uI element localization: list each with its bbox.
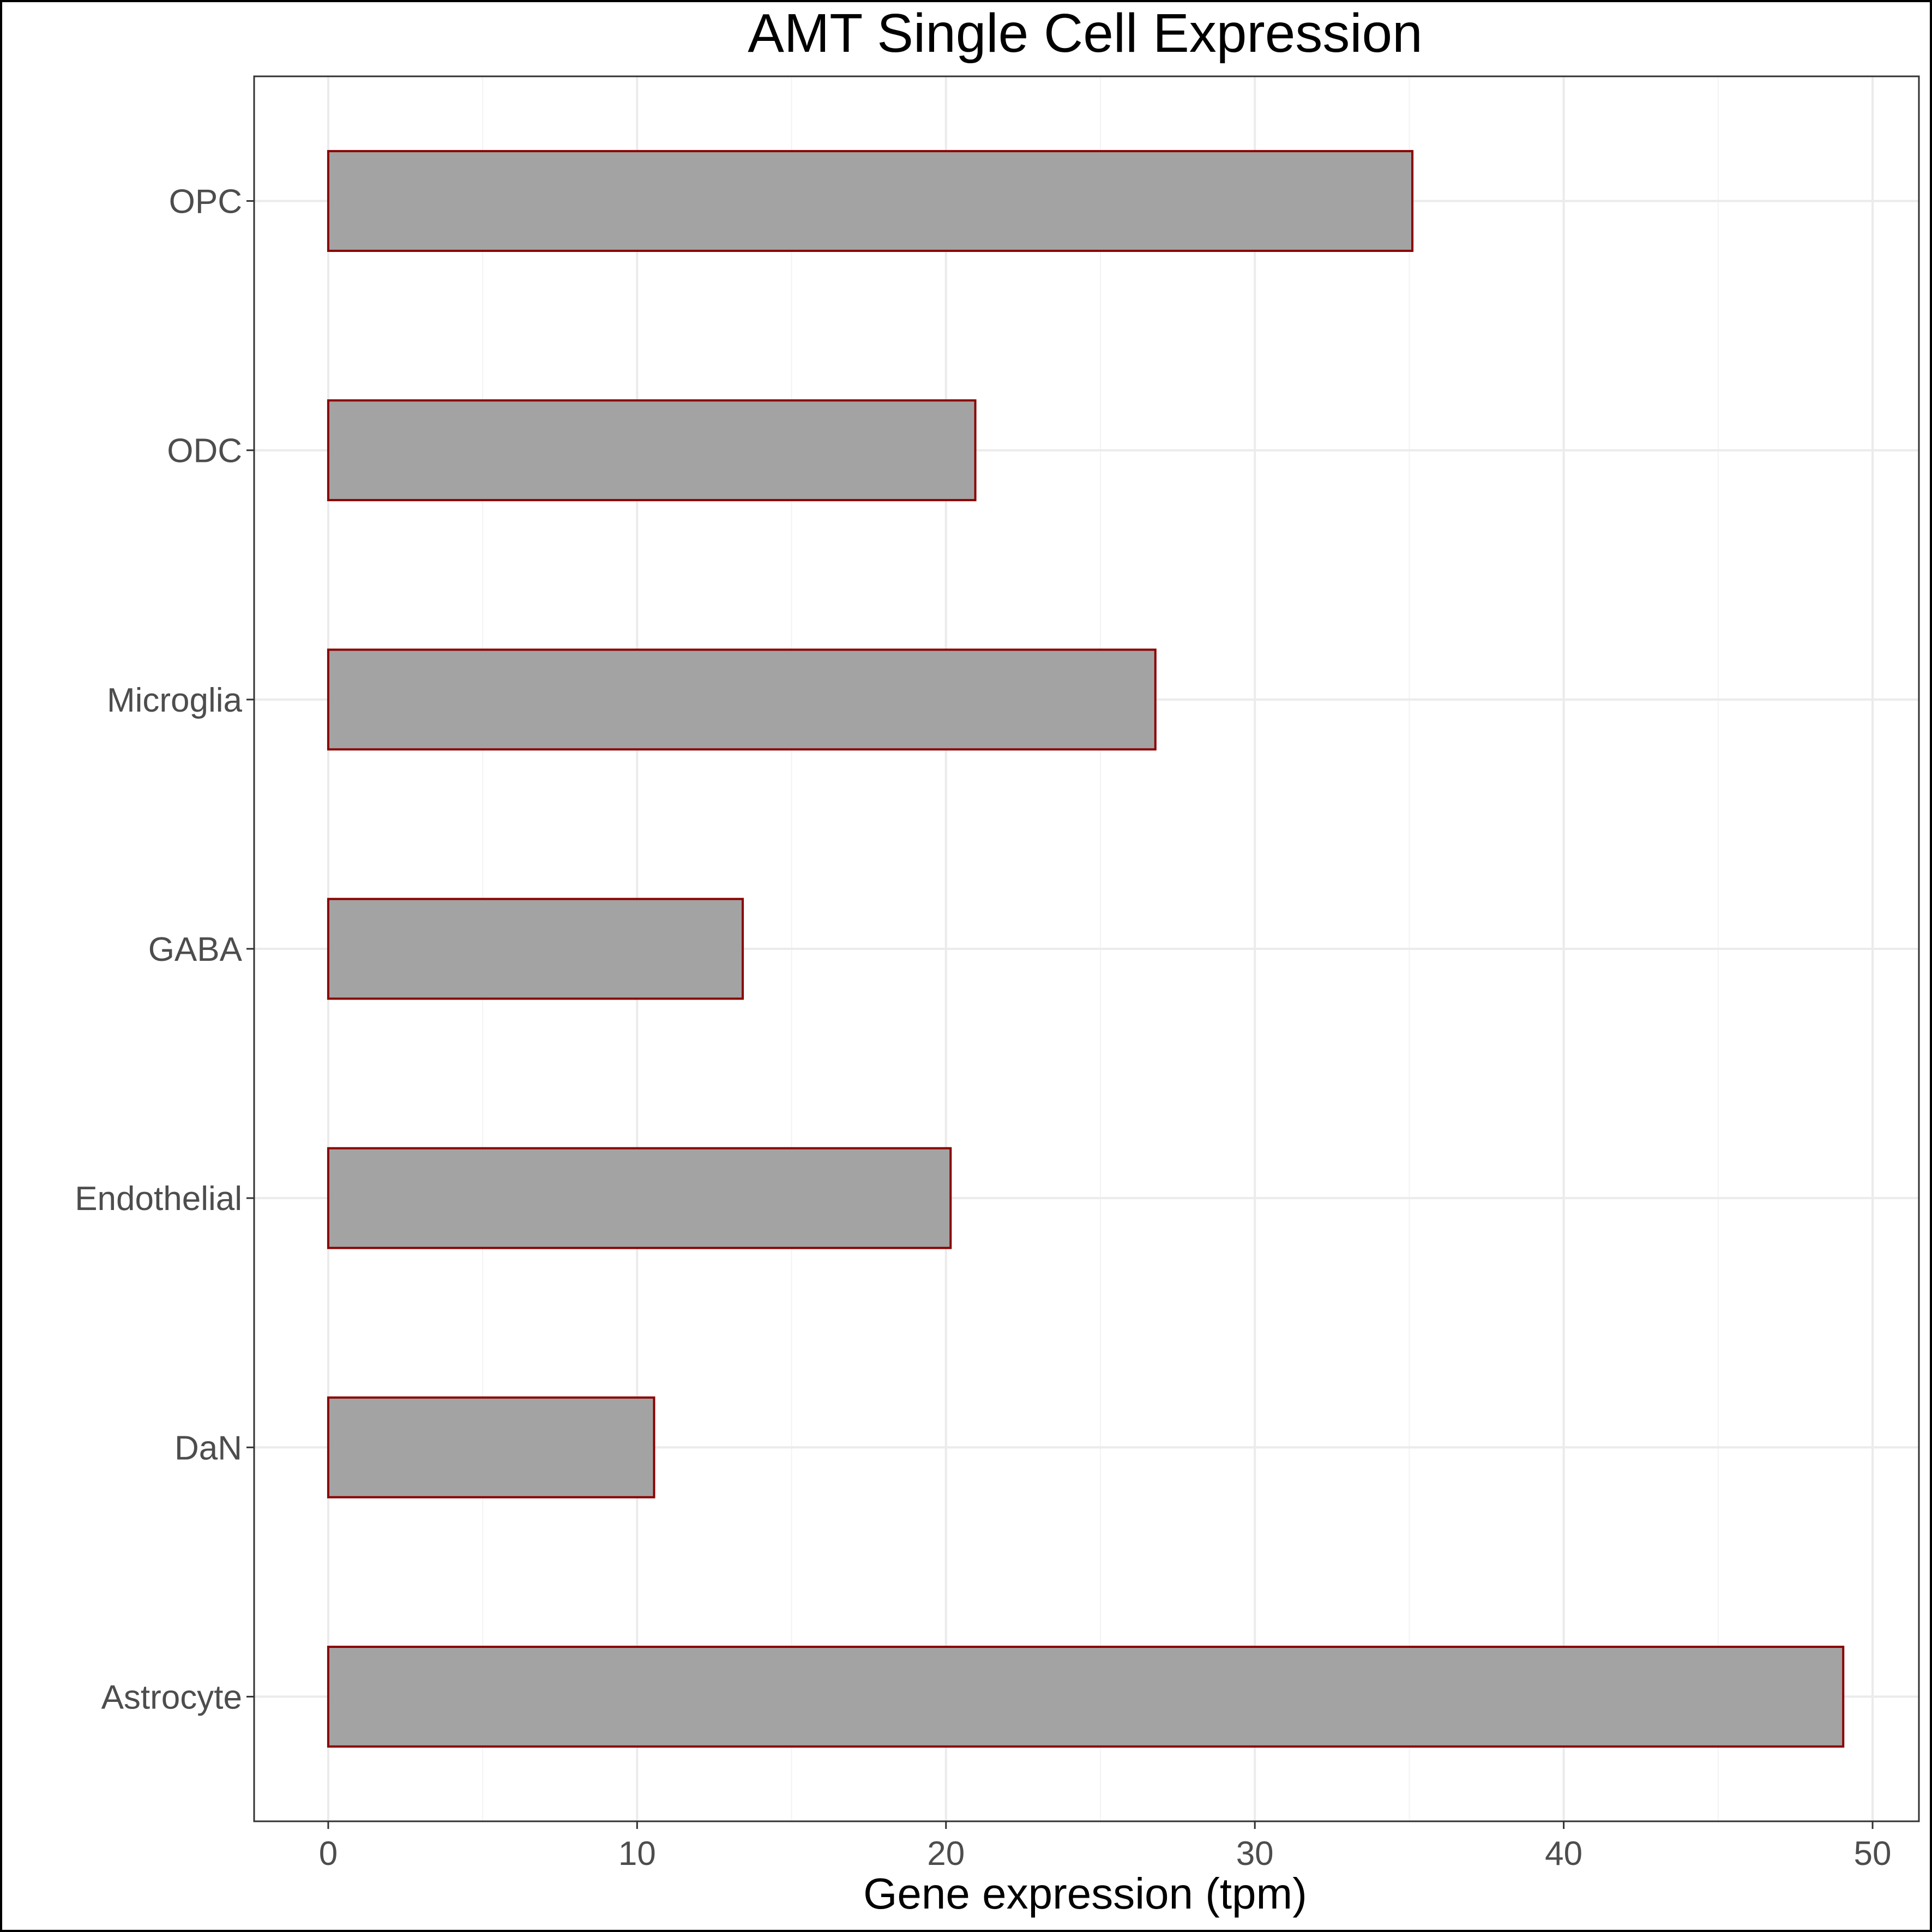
bar-astrocyte <box>327 1646 1845 1748</box>
x-tick-label: 40 <box>1545 1835 1582 1873</box>
y-tick-label: GABA <box>148 931 243 968</box>
y-tick-label: ODC <box>167 432 242 470</box>
y-tick-label: Astrocyte <box>101 1678 242 1716</box>
y-tick-label: Endothelial <box>75 1180 242 1218</box>
chart-title: AMT Single Cell Expression <box>748 3 1423 64</box>
bar-opc <box>327 150 1414 252</box>
x-tick-label: 20 <box>927 1835 965 1873</box>
bar-endothelial <box>327 1147 952 1249</box>
x-tick-label: 0 <box>319 1835 338 1873</box>
y-tick-label: Microglia <box>107 682 243 719</box>
x-tick-label: 10 <box>618 1835 656 1873</box>
x-tick-label: 50 <box>1854 1835 1892 1873</box>
y-tick-label: DaN <box>174 1429 242 1467</box>
bars <box>327 150 1845 1748</box>
x-axis-label: Gene expression (tpm) <box>863 1869 1307 1918</box>
bar-microglia <box>327 648 1157 751</box>
bar-gaba <box>327 898 744 1000</box>
axes: Astrocyte DaN Endothelial GABA Microglia ODC O… <box>75 183 1891 1873</box>
bar-odc <box>327 399 977 502</box>
bar-dan <box>327 1396 655 1498</box>
x-tick-label: 30 <box>1236 1835 1274 1873</box>
y-tick-label: OPC <box>169 183 242 221</box>
